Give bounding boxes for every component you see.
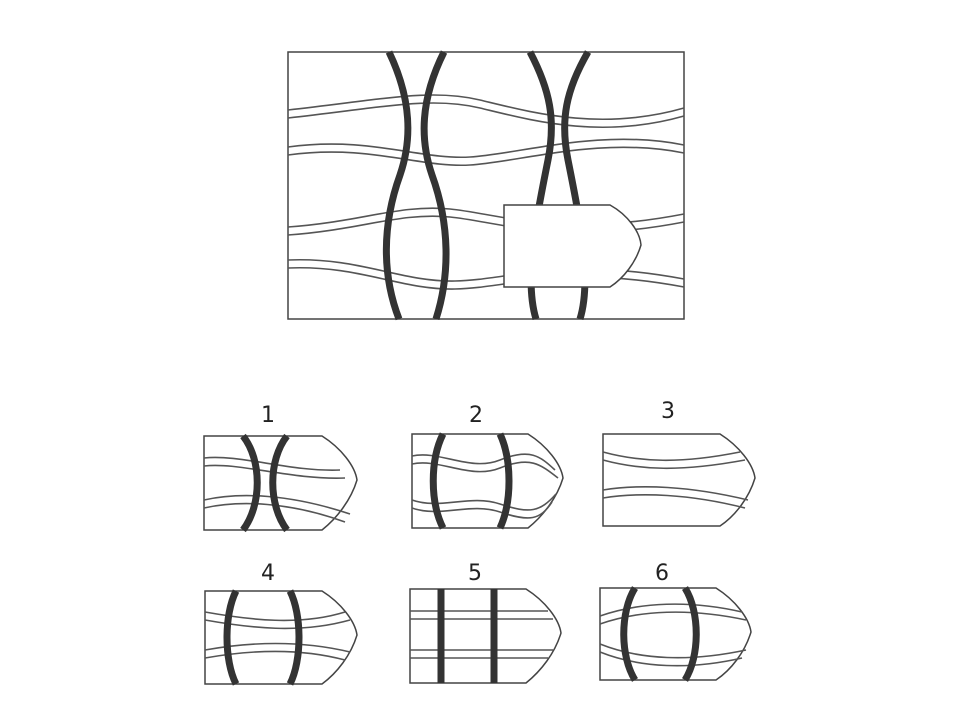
option-6[interactable]: 6 [599,561,752,682]
option-6-number: 6 [655,561,669,586]
option-2[interactable]: 2 [411,403,564,530]
option-1-number: 1 [261,403,275,428]
option-4-number: 4 [261,561,275,586]
answer-options: 1 2 3 [203,399,756,686]
option-3-number: 3 [661,399,675,424]
option-2-number: 2 [469,403,483,428]
option-3[interactable]: 3 [602,399,756,527]
missing-piece-slot [503,204,642,288]
main-figure [287,50,685,321]
option-4[interactable]: 4 [204,561,358,686]
option-5[interactable]: 5 [409,561,562,684]
option-5-number: 5 [468,561,482,586]
option-1[interactable]: 1 [203,403,358,533]
